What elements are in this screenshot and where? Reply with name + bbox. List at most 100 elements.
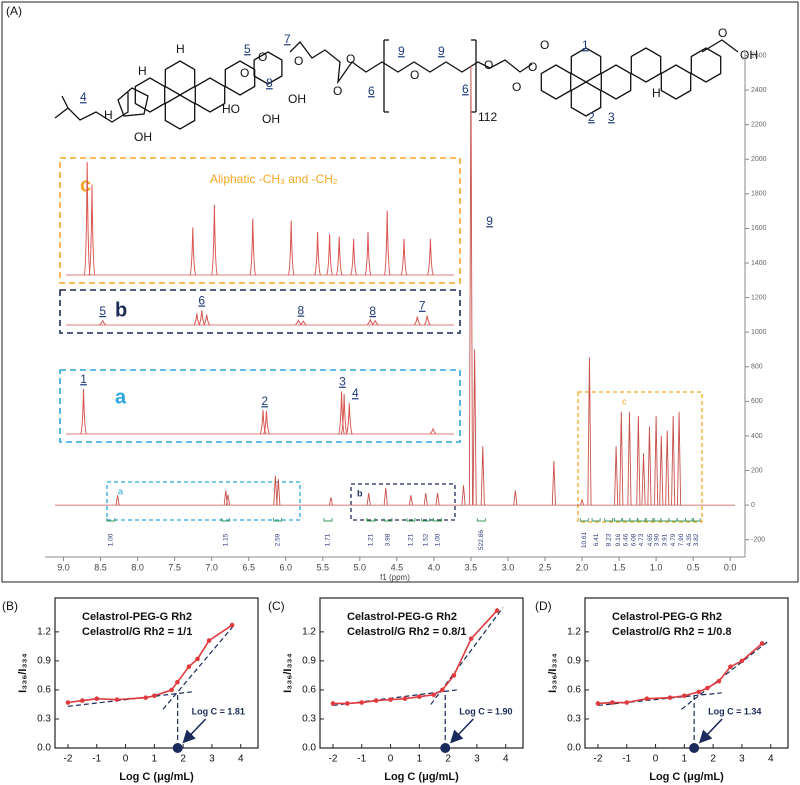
peak bbox=[408, 495, 413, 506]
integral-label: 6.41 bbox=[593, 533, 600, 546]
integral-label: 6.46 bbox=[622, 533, 629, 546]
y2-tick-label: 2600 bbox=[751, 52, 767, 59]
x-tick-label: 3.5 bbox=[465, 562, 478, 572]
x-tick-label: 4 bbox=[503, 754, 509, 765]
ring bbox=[164, 94, 196, 130]
bond bbox=[289, 41, 533, 85]
y-tick-label: 0.9 bbox=[567, 656, 581, 667]
integral-bracket bbox=[406, 518, 416, 522]
y-tick-label: 0.3 bbox=[567, 714, 581, 725]
ring bbox=[164, 60, 196, 96]
annotation-arrow bbox=[698, 718, 723, 744]
data-point bbox=[373, 698, 379, 703]
data-point bbox=[195, 656, 200, 662]
y2-tick-label: 2000 bbox=[751, 156, 767, 163]
x-tick-label: 1.5 bbox=[613, 562, 626, 572]
x-tick-label: 4.0 bbox=[428, 562, 441, 572]
data-point bbox=[696, 689, 702, 695]
x-tick-label: -1 bbox=[357, 754, 366, 765]
y-axis-label: I₃₃₆/I₃₃₄ bbox=[547, 653, 559, 693]
integral-label: 1.71 bbox=[325, 533, 332, 546]
x-tick-label: 2 bbox=[710, 754, 716, 765]
fit-line bbox=[162, 623, 236, 710]
inset-peak bbox=[80, 388, 87, 435]
ring bbox=[570, 47, 602, 83]
integral-label: 1.15 bbox=[222, 533, 229, 546]
atom-label: O bbox=[333, 84, 342, 98]
integral-label: 4.79 bbox=[670, 533, 677, 546]
x-tick-label: 1 bbox=[682, 754, 688, 765]
y-tick-label: 1.2 bbox=[567, 627, 581, 638]
inset-peak bbox=[371, 319, 379, 326]
data-point bbox=[359, 700, 365, 705]
peak bbox=[619, 411, 624, 506]
x-tick-label: 0 bbox=[123, 754, 129, 765]
peak-label: 9 bbox=[486, 214, 493, 228]
data-point bbox=[610, 700, 615, 705]
y-tick-label: 0.0 bbox=[567, 743, 581, 754]
y-tick-label: 0.3 bbox=[302, 714, 316, 725]
inset-peak bbox=[193, 313, 201, 326]
chart-title: Celastrol-PEG-G Rh2 bbox=[612, 611, 722, 623]
y-tick-label: 0.3 bbox=[37, 714, 51, 725]
data-point bbox=[759, 641, 765, 646]
data-point bbox=[169, 687, 174, 693]
integral-label: 4.65 bbox=[647, 533, 654, 546]
integral-bracket bbox=[433, 518, 443, 522]
inset-label: c bbox=[80, 174, 91, 196]
integral-bracket bbox=[591, 518, 601, 522]
region-label: b bbox=[357, 488, 363, 498]
y-tick-label: 0.9 bbox=[37, 656, 51, 667]
region-box bbox=[577, 391, 703, 523]
y2-tick-label: 1800 bbox=[751, 191, 767, 198]
ring bbox=[660, 64, 692, 100]
ring bbox=[600, 64, 632, 100]
position-label: 9 bbox=[438, 44, 445, 58]
x-tick-label: 7.0 bbox=[205, 562, 218, 572]
atom-label: O bbox=[410, 68, 419, 82]
x-tick-label: 1 bbox=[417, 754, 423, 765]
y2-tick-label: 1200 bbox=[751, 294, 767, 301]
integral-label: 3.91 bbox=[662, 533, 669, 546]
inset-peak bbox=[88, 184, 96, 276]
peak bbox=[641, 453, 646, 506]
data-point bbox=[431, 692, 437, 698]
inset-peak bbox=[326, 234, 334, 276]
atom-label: OH bbox=[288, 92, 306, 106]
inset-peak bbox=[429, 427, 437, 435]
inset-box bbox=[59, 157, 461, 284]
x-tick-label: 0.0 bbox=[724, 562, 737, 572]
panel-label: (D) bbox=[535, 599, 552, 613]
data-point bbox=[494, 608, 500, 613]
y2-tick-label: 600 bbox=[751, 398, 763, 405]
data-point bbox=[345, 701, 350, 706]
x-tick-label: 3 bbox=[739, 754, 745, 765]
x-tick-label: 1.0 bbox=[650, 562, 663, 572]
annotation-arrow bbox=[182, 718, 207, 744]
ring bbox=[194, 77, 226, 113]
data-point bbox=[80, 698, 85, 703]
inset-peak bbox=[335, 236, 343, 276]
ring bbox=[690, 47, 722, 83]
data-point bbox=[143, 695, 149, 700]
data-point bbox=[682, 693, 687, 699]
inset-peak bbox=[400, 238, 408, 276]
data-point bbox=[705, 685, 710, 691]
integral-label: 8.23 bbox=[605, 533, 612, 546]
peak bbox=[225, 494, 231, 506]
peak bbox=[665, 430, 670, 506]
x-tick-label: 6.5 bbox=[242, 562, 255, 572]
cmc-point bbox=[172, 743, 183, 753]
peak-label: 8 bbox=[369, 304, 376, 318]
integral-label: 3.90 bbox=[654, 533, 661, 546]
integral-label: 1.00 bbox=[108, 533, 115, 546]
inset-peak bbox=[364, 232, 372, 276]
atom-label: H bbox=[138, 64, 147, 78]
integral-label: 522.86 bbox=[478, 530, 485, 550]
peak bbox=[435, 492, 440, 506]
data-point bbox=[440, 687, 445, 693]
peak bbox=[423, 492, 428, 506]
ring bbox=[117, 87, 149, 117]
data-line bbox=[67, 624, 233, 704]
